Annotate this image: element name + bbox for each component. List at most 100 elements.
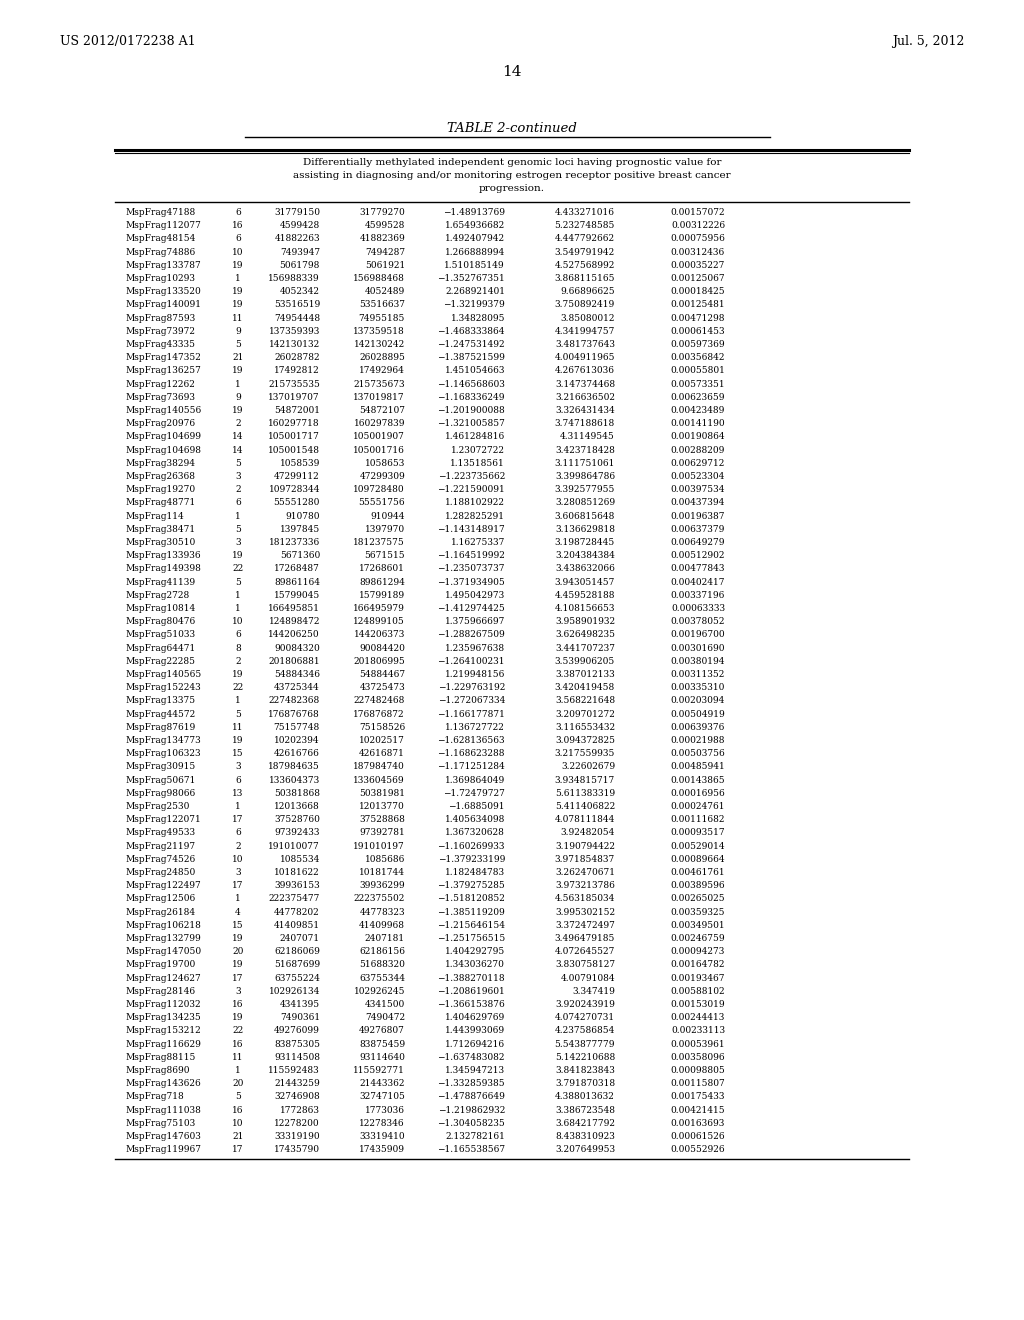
Text: 7490361: 7490361 xyxy=(280,1014,319,1022)
Text: 1: 1 xyxy=(236,605,241,612)
Text: MspFrag104698: MspFrag104698 xyxy=(125,446,201,454)
Text: 20: 20 xyxy=(232,1080,244,1088)
Text: 47299112: 47299112 xyxy=(274,473,319,480)
Text: 142130132: 142130132 xyxy=(268,341,319,348)
Text: 54884467: 54884467 xyxy=(358,671,406,678)
Text: 1.405634098: 1.405634098 xyxy=(444,816,505,824)
Text: 11: 11 xyxy=(232,314,244,322)
Text: 3.549791942: 3.549791942 xyxy=(555,248,615,256)
Text: 3.791870318: 3.791870318 xyxy=(555,1080,615,1088)
Text: 3.111751061: 3.111751061 xyxy=(555,459,615,467)
Text: 15799189: 15799189 xyxy=(358,591,406,599)
Text: 15: 15 xyxy=(232,750,244,758)
Text: 124899105: 124899105 xyxy=(353,618,406,626)
Text: −1.379275285: −1.379275285 xyxy=(437,882,505,890)
Text: 6: 6 xyxy=(236,776,241,784)
Text: 17268487: 17268487 xyxy=(274,565,319,573)
Text: 21: 21 xyxy=(232,1133,244,1140)
Text: 0.00335310: 0.00335310 xyxy=(671,684,725,692)
Text: 20: 20 xyxy=(232,948,244,956)
Text: 0.00233113: 0.00233113 xyxy=(671,1027,725,1035)
Text: −1.235073737: −1.235073737 xyxy=(437,565,505,573)
Text: 54872001: 54872001 xyxy=(274,407,319,414)
Text: 2.132782161: 2.132782161 xyxy=(445,1133,505,1140)
Text: 15: 15 xyxy=(232,921,244,929)
Text: 16: 16 xyxy=(232,1040,244,1048)
Text: 0.00380194: 0.00380194 xyxy=(671,657,725,665)
Text: −1.6885091: −1.6885091 xyxy=(449,803,505,810)
Text: 3.973213786: 3.973213786 xyxy=(555,882,615,890)
Text: 50381868: 50381868 xyxy=(274,789,319,797)
Text: 37528760: 37528760 xyxy=(274,816,319,824)
Text: 1.451054663: 1.451054663 xyxy=(444,367,505,375)
Text: 90084320: 90084320 xyxy=(274,644,319,652)
Text: −1.321005857: −1.321005857 xyxy=(437,420,505,428)
Text: MspFrag48771: MspFrag48771 xyxy=(125,499,196,507)
Text: 51688320: 51688320 xyxy=(359,961,406,969)
Text: MspFrag26368: MspFrag26368 xyxy=(125,473,195,480)
Text: 0.00588102: 0.00588102 xyxy=(671,987,725,995)
Text: 133604569: 133604569 xyxy=(353,776,406,784)
Text: 4.072645527: 4.072645527 xyxy=(555,948,615,956)
Text: MspFrag143626: MspFrag143626 xyxy=(125,1080,201,1088)
Text: 10: 10 xyxy=(232,1119,244,1127)
Text: −1.412974425: −1.412974425 xyxy=(437,605,505,612)
Text: 201806995: 201806995 xyxy=(353,657,406,665)
Text: MspFrag133787: MspFrag133787 xyxy=(125,261,201,269)
Text: 105001716: 105001716 xyxy=(353,446,406,454)
Text: 0.00397534: 0.00397534 xyxy=(671,486,725,494)
Text: 0.00485941: 0.00485941 xyxy=(671,763,725,771)
Text: 5671515: 5671515 xyxy=(365,552,406,560)
Text: 222375477: 222375477 xyxy=(268,895,319,903)
Text: MspFrag24850: MspFrag24850 xyxy=(125,869,196,876)
Text: MspFrag114: MspFrag114 xyxy=(125,512,183,520)
Text: 0.00089664: 0.00089664 xyxy=(671,855,725,863)
Text: 3.934815717: 3.934815717 xyxy=(555,776,615,784)
Text: 41409968: 41409968 xyxy=(359,921,406,929)
Text: 74954448: 74954448 xyxy=(273,314,319,322)
Text: 0.00111682: 0.00111682 xyxy=(671,816,725,824)
Text: 4: 4 xyxy=(236,908,241,916)
Text: 4.341994757: 4.341994757 xyxy=(555,327,615,335)
Text: 19: 19 xyxy=(232,301,244,309)
Text: MspFrag106323: MspFrag106323 xyxy=(125,750,201,758)
Text: 3.420419458: 3.420419458 xyxy=(555,684,615,692)
Text: 0.00153019: 0.00153019 xyxy=(671,1001,725,1008)
Text: 0.00529014: 0.00529014 xyxy=(671,842,725,850)
Text: MspFrag122071: MspFrag122071 xyxy=(125,816,201,824)
Text: 1.188102922: 1.188102922 xyxy=(445,499,505,507)
Text: 0.00024761: 0.00024761 xyxy=(671,803,725,810)
Text: 3.438632066: 3.438632066 xyxy=(555,565,615,573)
Text: 1.343036270: 1.343036270 xyxy=(445,961,505,969)
Text: 5: 5 xyxy=(236,578,241,586)
Text: 4.447792662: 4.447792662 xyxy=(555,235,615,243)
Text: 3.920243919: 3.920243919 xyxy=(555,1001,615,1008)
Text: 97392433: 97392433 xyxy=(274,829,319,837)
Text: 1.369864049: 1.369864049 xyxy=(444,776,505,784)
Text: 137019817: 137019817 xyxy=(353,393,406,401)
Text: 137359393: 137359393 xyxy=(268,327,319,335)
Text: 166495979: 166495979 xyxy=(353,605,406,612)
Text: 5.142210688: 5.142210688 xyxy=(555,1053,615,1061)
Text: 1.16275337: 1.16275337 xyxy=(451,539,505,546)
Text: 5671360: 5671360 xyxy=(280,552,319,560)
Text: 39936153: 39936153 xyxy=(274,882,319,890)
Text: 187984740: 187984740 xyxy=(353,763,406,771)
Text: 5: 5 xyxy=(236,1093,241,1101)
Text: 1397970: 1397970 xyxy=(365,525,406,533)
Text: 3.830758127: 3.830758127 xyxy=(555,961,615,969)
Text: 2407071: 2407071 xyxy=(280,935,319,942)
Text: 2.268921401: 2.268921401 xyxy=(445,288,505,296)
Text: 0.00597369: 0.00597369 xyxy=(671,341,725,348)
Text: −1.215646154: −1.215646154 xyxy=(437,921,505,929)
Text: 3.568221648: 3.568221648 xyxy=(555,697,615,705)
Text: 8: 8 xyxy=(236,644,241,652)
Text: 4.00791084: 4.00791084 xyxy=(560,974,615,982)
Text: 215735535: 215735535 xyxy=(268,380,319,388)
Text: 6: 6 xyxy=(236,631,241,639)
Text: 21443362: 21443362 xyxy=(359,1080,406,1088)
Text: MspFrag20976: MspFrag20976 xyxy=(125,420,196,428)
Text: MspFrag147050: MspFrag147050 xyxy=(125,948,201,956)
Text: MspFrag13375: MspFrag13375 xyxy=(125,697,196,705)
Text: 191010077: 191010077 xyxy=(268,842,319,850)
